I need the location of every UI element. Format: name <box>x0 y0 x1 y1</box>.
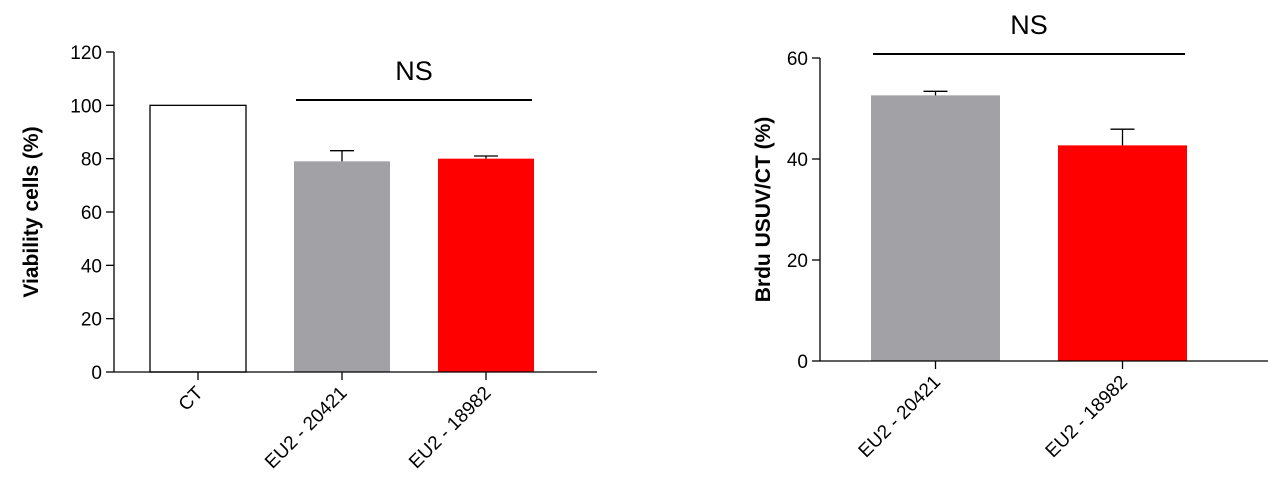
brdu-chart: 0 20 40 60 EU2 - 20421 EU2 - 18982 Brdu USUV/C… <box>752 10 1268 462</box>
x-tick-label-0: EU2 - 20421 <box>855 372 945 462</box>
x-tick-label-1: EU2 - 18982 <box>1042 372 1132 462</box>
viability-chart: 0 20 40 60 80 100 120 CT EU2 - 20421 EU2 - 18982 V… <box>20 43 597 473</box>
bar-0 <box>149 104 247 373</box>
y-tick-label-5: 100 <box>70 96 102 117</box>
y-tick-label-2: 40 <box>81 256 102 277</box>
y-tick-label-4: 80 <box>81 150 102 171</box>
x-tick-label-0: CT <box>175 382 208 415</box>
bar-0 <box>871 95 1000 362</box>
y-tick-label-3: 60 <box>787 49 808 70</box>
y-tick-label-2: 40 <box>787 150 808 171</box>
x-tick-label-2: EU2 - 18982 <box>405 383 495 473</box>
y-tick-label-0: 0 <box>91 363 102 384</box>
bar-1 <box>294 161 390 372</box>
y-axis-title: Viability cells (%) <box>20 126 43 297</box>
y-tick-label-6: 120 <box>70 43 102 64</box>
y-axis-title: Brdu USUV/CT (%) <box>752 117 775 303</box>
y-tick-label-3: 60 <box>81 203 102 224</box>
significance-label: NS <box>395 56 433 86</box>
y-tick-label-1: 20 <box>787 251 808 272</box>
x-tick-label-1: EU2 - 20421 <box>261 383 351 473</box>
y-tick-label-1: 20 <box>81 310 102 331</box>
y-tick-label-0: 0 <box>797 352 808 373</box>
significance-label: NS <box>1010 10 1048 40</box>
bar-1 <box>1058 145 1187 361</box>
bar-2 <box>438 158 534 372</box>
